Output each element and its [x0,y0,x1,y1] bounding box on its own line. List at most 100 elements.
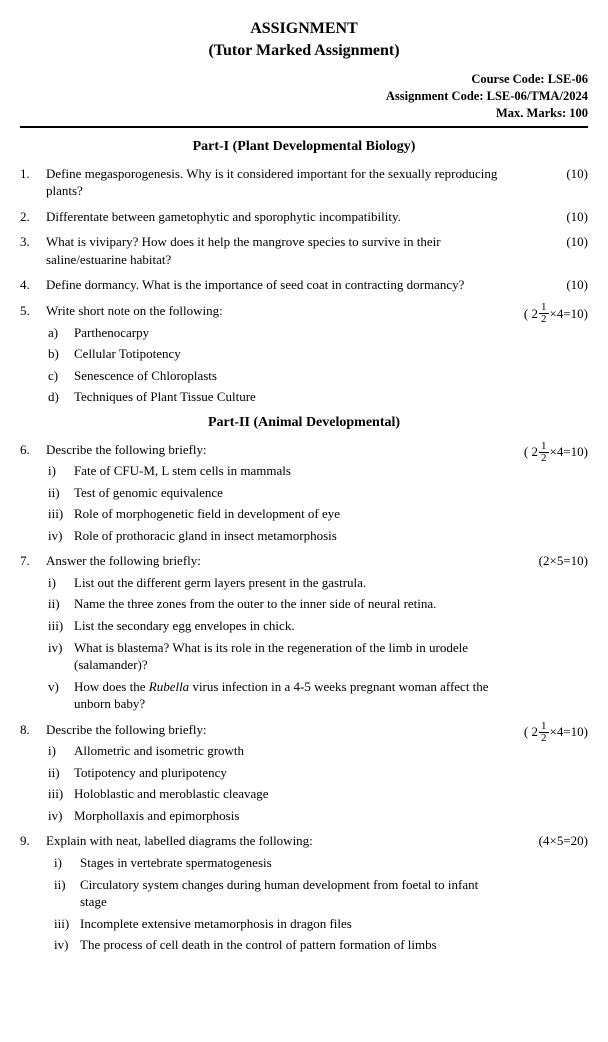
subitem-text: Role of morphogenetic field in developme… [74,505,504,523]
subitem-label: ii) [46,764,74,782]
subitem-text: Parthenocarpy [74,324,504,342]
question: 8.Describe the following briefly: i)Allom… [20,721,588,825]
question-body: Describe the following briefly: i)Fate of… [46,441,510,545]
subitem-text: The process of cell death in the control… [80,936,504,954]
subitems: i)Allometric and isometric growthii)Toti… [46,742,504,824]
subitem-text: How does the Rubella virus infection in … [74,678,504,713]
question-body: What is vivipary? How does it help the m… [46,233,510,268]
question-marks: (10) [510,233,588,251]
subitem: iv)Morphollaxis and epimorphosis [46,807,504,825]
subitem-text: Stages in vertebrate spermatogenesis [80,854,504,872]
subitem-text: Totipotency and pluripotency [74,764,504,782]
question-number: 3. [20,233,46,251]
subitem-text: Morphollaxis and epimorphosis [74,807,504,825]
question-text: Differentate between gametophytic and sp… [46,208,504,226]
subitem-label: i) [46,462,74,480]
question: 5.Write short note on the following: a)Pa… [20,302,588,406]
subitem-label: i) [46,742,74,760]
question-marks: (10) [510,165,588,183]
subitem: ii)Name the three zones from the outer t… [46,595,504,613]
question-number: 2. [20,208,46,226]
subitem-text: List out the different germ layers prese… [74,574,504,592]
subitem: iv)Role of prothoracic gland in insect m… [46,527,504,545]
question-marks: ( 212×4=10) [510,721,588,744]
subitem-label: iv) [46,807,74,825]
question-body: Explain with neat, labelled diagrams the… [46,832,510,953]
subitem-label: a) [46,324,74,342]
divider [20,126,588,128]
subitem: c)Senescence of Chloroplasts [46,367,504,385]
subitem: v)How does the Rubella virus infection i… [46,678,504,713]
subitem-text: Holoblastic and meroblastic cleavage [74,785,504,803]
question-number: 1. [20,165,46,183]
subitem-label: i) [46,574,74,592]
question-number: 8. [20,721,46,739]
subitem-text: Techniques of Plant Tissue Culture [74,388,504,406]
question-marks: (2×5=10) [510,552,588,570]
question: 1.Define megasporogenesis. Why is it con… [20,165,588,200]
subitem: ii)Totipotency and pluripotency [46,764,504,782]
subitem: a)Parthenocarpy [46,324,504,342]
subitem-text: Senescence of Chloroplasts [74,367,504,385]
subitem: i)Fate of CFU-M, L stem cells in mammals [46,462,504,480]
subitem-label: d) [46,388,74,406]
subitems: a)Parthenocarpy b)Cellular Totipotency c)S… [46,324,504,406]
title-block: ASSIGNMENT (Tutor Marked Assignment) [20,18,588,61]
question: 6.Describe the following briefly:i)Fate … [20,441,588,545]
subitem-label: c) [46,367,74,385]
subitem-label: v) [46,678,74,696]
subitem-text: Incomplete extensive metamorphosis in dr… [80,915,504,933]
question-marks: (10) [510,276,588,294]
subitem-label: i) [52,854,80,872]
subitem-label: iv) [46,527,74,545]
subitem-label: iii) [46,785,74,803]
subitem-label: iii) [46,505,74,523]
question-number: 5. [20,302,46,320]
subitem-label: iii) [52,915,80,933]
subitem: d)Techniques of Plant Tissue Culture [46,388,504,406]
question-text: Answer the following briefly: [46,552,504,570]
subitem-label: ii) [52,876,80,894]
subitem: i)Stages in vertebrate spermatogenesis [52,854,504,872]
subitems: i)List out the different germ layers pre… [46,574,504,713]
question-body: Describe the following briefly: i)Allomet… [46,721,510,825]
subitem: iii)List the secondary egg envelopes in … [46,617,504,635]
subitem: iii)Role of morphogenetic field in devel… [46,505,504,523]
assignment-code: Assignment Code: LSE-06/TMA/2024 [20,88,588,105]
question-text: What is vivipary? How does it help the m… [46,233,504,268]
question-marks: ( 212×4=10) [510,441,588,464]
question: 7.Answer the following briefly: i)List ou… [20,552,588,712]
subitems: i)Stages in vertebrate spermatogenesisii… [46,854,504,954]
subitems: i)Fate of CFU-M, L stem cells in mammals… [46,462,504,544]
question-text: Describe the following briefly: [46,721,504,739]
question-body: Define dormancy. What is the importance … [46,276,510,294]
subitem-text: Name the three zones from the outer to t… [74,595,504,613]
subitem-text: List the secondary egg envelopes in chic… [74,617,504,635]
subitem-text: Allometric and isometric growth [74,742,504,760]
question-text: Write short note on the following: [46,302,504,320]
subitem-text: Role of prothoracic gland in insect meta… [74,527,504,545]
subitem: i)List out the different germ layers pre… [46,574,504,592]
subitem: b)Cellular Totipotency [46,345,504,363]
subitem: iii)Holoblastic and meroblastic cleavage [46,785,504,803]
question-body: Answer the following briefly: i)List out … [46,552,510,712]
question: 2.Differentate between gametophytic and … [20,208,588,226]
subitem: i)Allometric and isometric growth [46,742,504,760]
subitem-text: Fate of CFU-M, L stem cells in mammals [74,462,504,480]
title-main: ASSIGNMENT [20,18,588,40]
max-marks: Max. Marks: 100 [20,105,588,122]
question-text: Define dormancy. What is the importance … [46,276,504,294]
part-heading: Part-I (Plant Developmental Biology) [20,138,588,157]
question-body: Write short note on the following: a)Part… [46,302,510,406]
question-body: Define megasporogenesis. Why is it consi… [46,165,510,200]
subitem-text: Test of genomic equivalence [74,484,504,502]
subitem-text: Cellular Totipotency [74,345,504,363]
subitem: iii)Incomplete extensive metamorphosis i… [52,915,504,933]
question-marks: (4×5=20) [510,832,588,850]
subitem-label: ii) [46,484,74,502]
question-text: Define megasporogenesis. Why is it consi… [46,165,504,200]
meta-block: Course Code: LSE-06 Assignment Code: LSE… [20,71,588,122]
question-text: Describe the following briefly: [46,441,504,459]
question-number: 7. [20,552,46,570]
subitem-label: iii) [46,617,74,635]
